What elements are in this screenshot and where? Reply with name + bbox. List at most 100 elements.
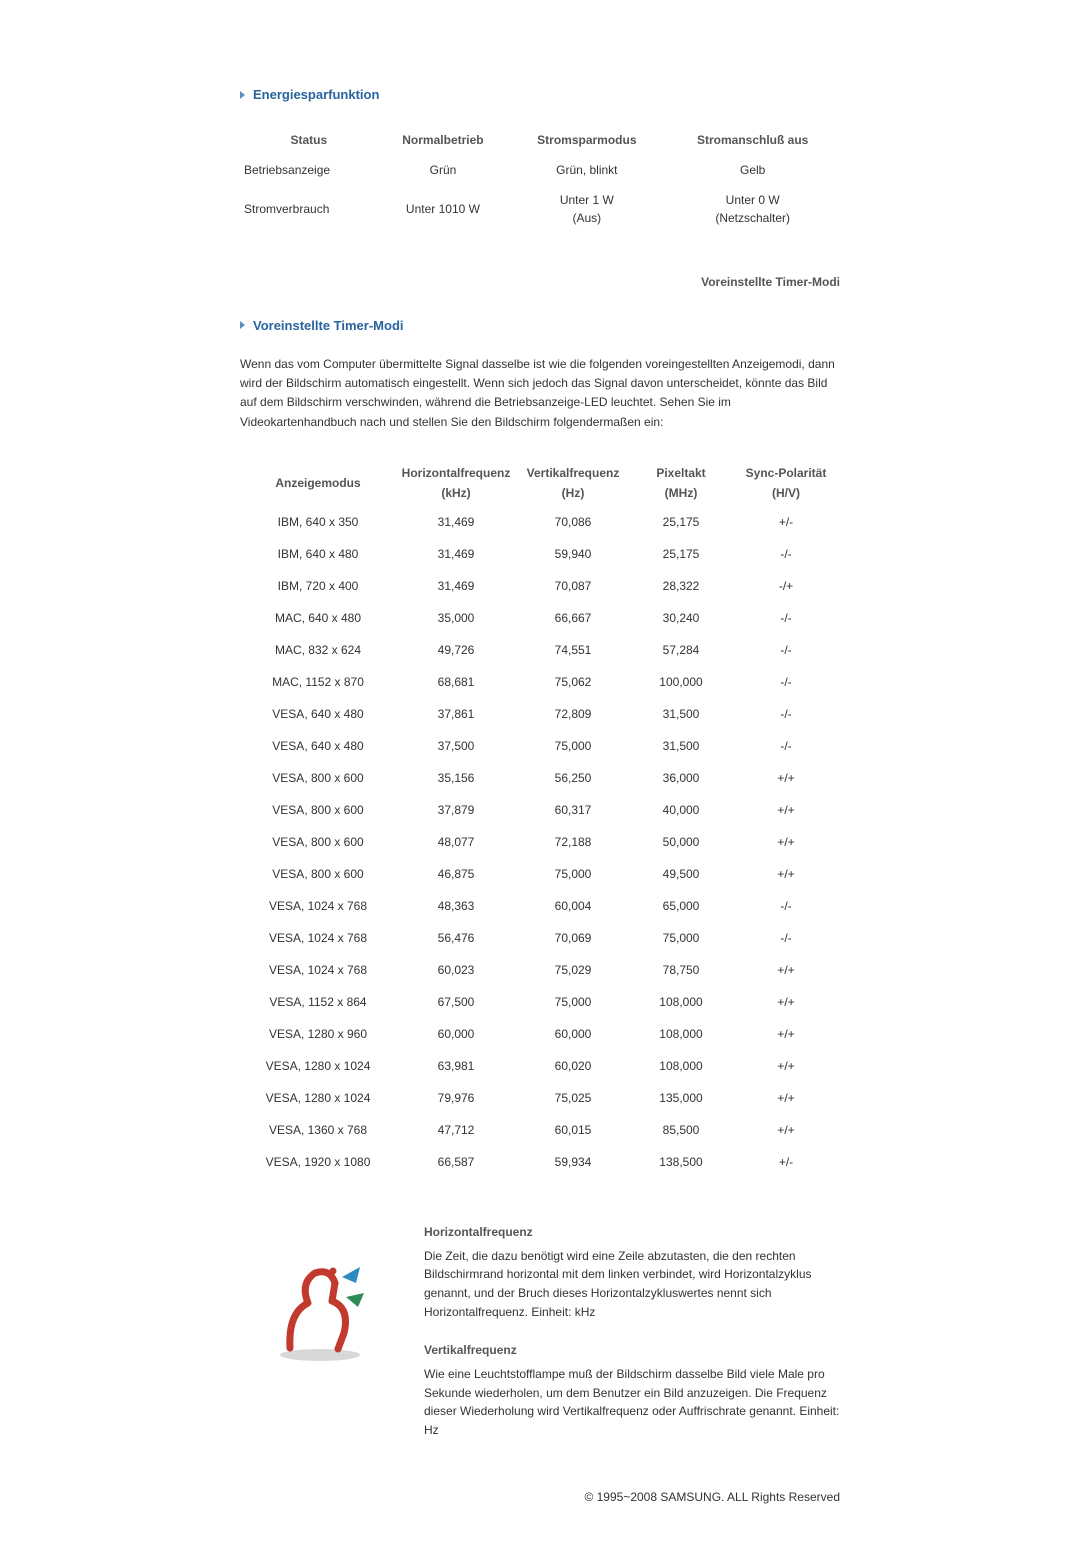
cell: -/- <box>732 634 840 666</box>
table-row: VESA, 1024 x 76848,36360,00465,000-/- <box>240 890 840 922</box>
cell: 31,469 <box>396 570 516 602</box>
table-row: IBM, 640 x 48031,46959,94025,175-/- <box>240 538 840 570</box>
table-row: VESA, 1360 x 76847,71260,01585,500+/+ <box>240 1114 840 1146</box>
cell: MAC, 832 x 624 <box>240 634 396 666</box>
cell: VESA, 1280 x 1024 <box>240 1050 396 1082</box>
cell: VESA, 800 x 600 <box>240 762 396 794</box>
row-label: Stromverbrauch <box>240 185 378 233</box>
cell: VESA, 800 x 600 <box>240 794 396 826</box>
cell: +/+ <box>732 1018 840 1050</box>
cell: 59,940 <box>516 538 630 570</box>
col-off: Stromanschluß aus <box>665 125 840 155</box>
cell: +/+ <box>732 1114 840 1146</box>
table-row: MAC, 640 x 48035,00066,66730,240-/- <box>240 602 840 634</box>
cell: 25,175 <box>630 538 732 570</box>
cell: 31,500 <box>630 698 732 730</box>
cell: VESA, 1360 x 768 <box>240 1114 396 1146</box>
cell: Unter 1010 W <box>378 185 509 233</box>
chevron-right-icon <box>240 321 245 329</box>
table-row: BetriebsanzeigeGrünGrün, blinktGelb <box>240 155 840 185</box>
cell: Unter 1 W(Aus) <box>508 185 665 233</box>
cell: 79,976 <box>396 1082 516 1114</box>
cell: 75,000 <box>516 858 630 890</box>
cell: IBM, 720 x 400 <box>240 570 396 602</box>
cell: 66,667 <box>516 602 630 634</box>
cell: 60,020 <box>516 1050 630 1082</box>
table-row: MAC, 832 x 62449,72674,55157,284-/- <box>240 634 840 666</box>
cell: 28,322 <box>630 570 732 602</box>
hfreq-title: Horizontalfrequenz <box>424 1223 840 1241</box>
cell: 56,476 <box>396 922 516 954</box>
table-row: VESA, 800 x 60048,07772,18850,000+/+ <box>240 826 840 858</box>
table-row: StromverbrauchUnter 1010 WUnter 1 W(Aus)… <box>240 185 840 233</box>
cell: 56,250 <box>516 762 630 794</box>
cell: 40,000 <box>630 794 732 826</box>
cell: 75,062 <box>516 666 630 698</box>
cell: VESA, 1280 x 1024 <box>240 1082 396 1114</box>
cell: 59,934 <box>516 1146 630 1178</box>
timing-table: AnzeigemodusHorizontalfrequenz(kHz)Verti… <box>240 460 840 1178</box>
cell: IBM, 640 x 480 <box>240 538 396 570</box>
vfreq-body: Wie eine Leuchtstofflampe muß der Bildsc… <box>424 1365 840 1439</box>
cell: 75,000 <box>516 730 630 762</box>
cell: 67,500 <box>396 986 516 1018</box>
table-row: VESA, 640 x 48037,50075,00031,500-/- <box>240 730 840 762</box>
cell: 135,000 <box>630 1082 732 1114</box>
cell: MAC, 640 x 480 <box>240 602 396 634</box>
cell: -/- <box>732 698 840 730</box>
cell: 37,861 <box>396 698 516 730</box>
cell: 66,587 <box>396 1146 516 1178</box>
cell: +/+ <box>732 1082 840 1114</box>
section-header-timing: Voreinstellte Timer-Modi <box>240 316 840 336</box>
table-row: VESA, 1024 x 76860,02375,02978,750+/+ <box>240 954 840 986</box>
cell: VESA, 1152 x 864 <box>240 986 396 1018</box>
preset-link[interactable]: Voreinstellte Timer-Modi <box>240 273 840 291</box>
cell: 60,000 <box>396 1018 516 1050</box>
row-label: Betriebsanzeige <box>240 155 378 185</box>
cell: 108,000 <box>630 1050 732 1082</box>
col-powersave: Stromsparmodus <box>508 125 665 155</box>
timing-intro: Wenn das vom Computer übermittelte Signa… <box>240 355 840 432</box>
page: Energiesparfunktion Status Normalbetrieb… <box>0 0 1080 1546</box>
cell: Grün <box>378 155 509 185</box>
col-header: Pixeltakt(MHz) <box>630 460 732 506</box>
cell: 63,981 <box>396 1050 516 1082</box>
cell: 70,087 <box>516 570 630 602</box>
col-header: Anzeigemodus <box>240 460 396 506</box>
cell: VESA, 640 x 480 <box>240 730 396 762</box>
definitions: Horizontalfrequenz Die Zeit, die dazu be… <box>240 1223 840 1460</box>
table-header-row: Status Normalbetrieb Stromsparmodus Stro… <box>240 125 840 155</box>
cell: 50,000 <box>630 826 732 858</box>
cell: VESA, 1024 x 768 <box>240 890 396 922</box>
cell: IBM, 640 x 350 <box>240 506 396 538</box>
copyright-footer: © 1995~2008 SAMSUNG. ALL Rights Reserved <box>240 1488 840 1506</box>
cell: +/+ <box>732 954 840 986</box>
cell: 75,029 <box>516 954 630 986</box>
cell: 37,879 <box>396 794 516 826</box>
cell: 49,500 <box>630 858 732 890</box>
cell: 108,000 <box>630 1018 732 1050</box>
cell: -/- <box>732 730 840 762</box>
definitions-text: Horizontalfrequenz Die Zeit, die dazu be… <box>424 1223 840 1460</box>
cell: 74,551 <box>516 634 630 666</box>
cell: 72,809 <box>516 698 630 730</box>
cell: VESA, 640 x 480 <box>240 698 396 730</box>
table-row: MAC, 1152 x 87068,68175,062100,000-/- <box>240 666 840 698</box>
energy-table: Status Normalbetrieb Stromsparmodus Stro… <box>240 125 840 233</box>
cell: +/- <box>732 506 840 538</box>
table-row: VESA, 800 x 60035,15656,25036,000+/+ <box>240 762 840 794</box>
cell: 48,077 <box>396 826 516 858</box>
cell: 100,000 <box>630 666 732 698</box>
cell: 60,000 <box>516 1018 630 1050</box>
cell: 36,000 <box>630 762 732 794</box>
cell: +/+ <box>732 762 840 794</box>
table-row: VESA, 640 x 48037,86172,80931,500-/- <box>240 698 840 730</box>
cell: 47,712 <box>396 1114 516 1146</box>
cell: -/- <box>732 890 840 922</box>
cell: 35,000 <box>396 602 516 634</box>
cell: +/+ <box>732 1050 840 1082</box>
table-row: VESA, 1024 x 76856,47670,06975,000-/- <box>240 922 840 954</box>
table-row: VESA, 800 x 60046,87575,00049,500+/+ <box>240 858 840 890</box>
col-header: Sync-Polarität(H/V) <box>732 460 840 506</box>
cell: -/- <box>732 666 840 698</box>
